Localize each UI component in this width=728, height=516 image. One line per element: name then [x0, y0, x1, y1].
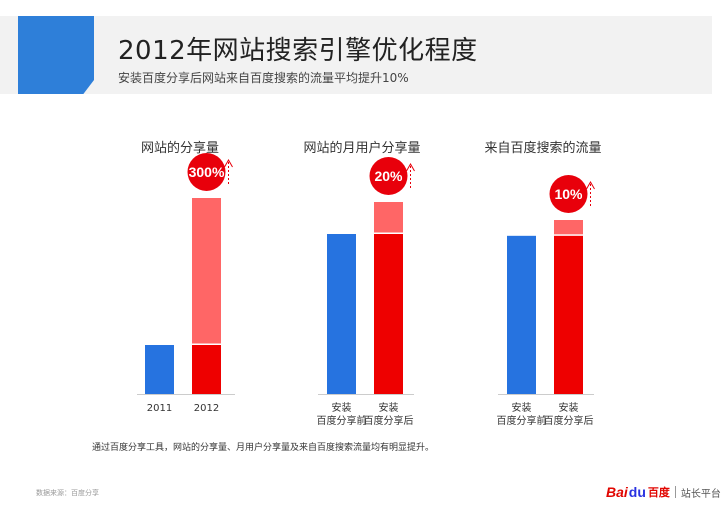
category-label: 2012 [193, 403, 220, 414]
header-accent-tab [18, 16, 94, 94]
logo-divider [674, 486, 676, 498]
category-label: 安装 百度分享后 [543, 403, 594, 427]
logo-platform-text: 站长平台 [680, 488, 721, 500]
category-label: 安装 百度分享后 [363, 403, 414, 427]
up-arrow-head-icon [586, 180, 595, 190]
header-band [0, 16, 712, 94]
chart-title-monthly-user-shares: 网站的月用户分享量 [303, 141, 421, 156]
category-label: 安装 百度分享前 [496, 403, 547, 427]
bar-after-increment [374, 202, 403, 233]
up-arrow-head-icon [224, 158, 233, 168]
bar-after-increment [554, 220, 583, 235]
increase-badge-label: 10% [554, 186, 583, 202]
page-subtitle: 安装百度分享后网站来自百度搜索的流量平均提升10% [118, 71, 409, 85]
chart-title-shares: 网站的分享量 [140, 141, 219, 156]
increase-badge-circle [187, 153, 226, 191]
up-arrow-head-icon [406, 162, 415, 172]
footnote: 通过百度分享工具，网站的分享量、月用户分享量及来自百度搜索流量均有明显提升。 [92, 443, 435, 453]
increase-badge-circle [369, 157, 408, 195]
logo-du-text: du [628, 484, 646, 500]
bar-after-increment [192, 198, 221, 344]
category-label: 2011 [146, 403, 173, 414]
increase-badge-circle [549, 175, 588, 213]
bar-after-base [192, 345, 221, 394]
bar-before [327, 234, 356, 394]
logo-bai-text: Bai [606, 484, 628, 500]
bar-before [145, 345, 174, 394]
increase-badge-label: 300% [189, 164, 225, 180]
page-title: 2012年网站搜索引擎优化程度 [118, 36, 478, 66]
bar-before [507, 235, 536, 394]
category-label: 安装 百度分享前 [316, 403, 367, 427]
baidu-webmaster-logo: Bai du 百度 站长平台 [606, 482, 721, 502]
bar-after-base [554, 235, 583, 394]
bar-after-base [374, 234, 403, 394]
chart-title-search-traffic: 来自百度搜索的流量 [484, 141, 602, 156]
logo-baidu-cn-text: 百度 [647, 486, 670, 499]
data-source: 数据来源：百度分享 [36, 489, 99, 497]
increase-badge-label: 20% [374, 168, 403, 184]
